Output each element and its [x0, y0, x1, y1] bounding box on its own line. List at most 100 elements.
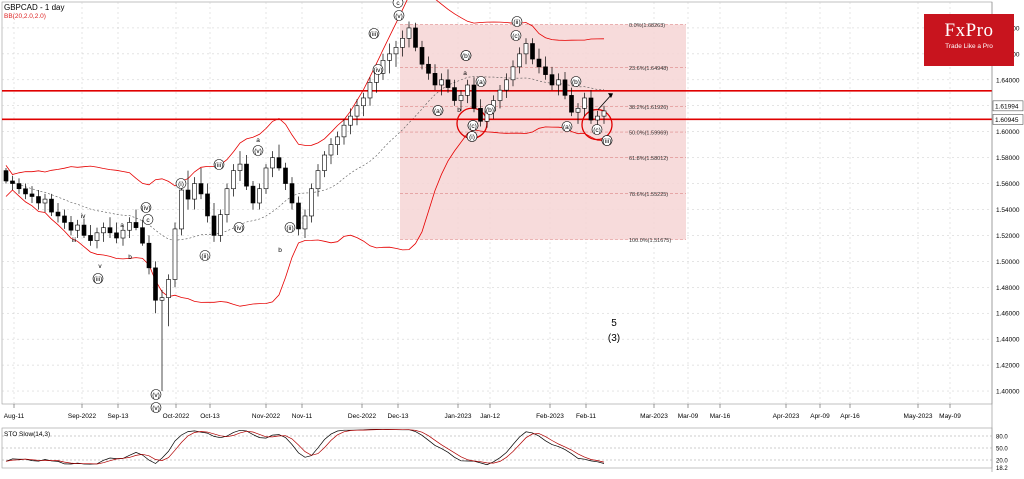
candle-body [16, 183, 22, 190]
wave-label: (a) [563, 124, 571, 131]
wave-label: (i) [469, 134, 475, 141]
candle-body [309, 188, 314, 217]
time-tick-label: Sep-2022 [68, 413, 97, 420]
candle-body [302, 215, 308, 230]
wave-label: (iii) [603, 138, 612, 145]
candle-body [68, 222, 74, 231]
time-tick-label: Apr-16 [840, 413, 860, 420]
wave-label: c [146, 217, 150, 224]
price-marker-label: 1.60945 [995, 117, 1019, 124]
grid [1, 1, 993, 405]
candle-body [465, 84, 470, 96]
wave-label: (a) [434, 108, 442, 115]
candle-body [94, 232, 100, 241]
candle-body [530, 43, 535, 60]
candle-body [478, 108, 483, 122]
stochastic-k-line [5, 429, 605, 466]
candle-body [536, 58, 542, 68]
candle-body [49, 198, 54, 213]
price-tick-label: 1.64000 [996, 77, 1020, 84]
candle-body [510, 66, 516, 81]
candle-body [289, 183, 295, 204]
candle-body [42, 198, 48, 204]
candle-body [419, 47, 425, 65]
candle-body [120, 229, 126, 239]
candle-body [315, 170, 321, 190]
candle-body [367, 82, 373, 99]
candle-body [328, 144, 334, 156]
wave-label: (iv) [373, 67, 382, 74]
price-axis: 1.680001.660001.640001.620001.600001.580… [991, 2, 1024, 472]
candle-body [445, 79, 451, 88]
candle-body [543, 66, 548, 75]
candle-body [23, 188, 28, 195]
wave-label-circle [591, 124, 603, 135]
wave-label: (iv) [141, 205, 150, 212]
candle-body [426, 63, 431, 74]
price-marker-box [992, 100, 1024, 112]
wave-label: b [128, 254, 132, 261]
target-circle [581, 108, 613, 141]
wave-label: (iii) [94, 276, 103, 283]
time-tick-label: Dec-2022 [348, 413, 377, 420]
candle-body [231, 170, 236, 190]
candle-body [101, 227, 106, 234]
candle-body [283, 167, 288, 184]
wave-label: a [120, 222, 124, 229]
fib-level-label: 61.8%(1.58012) [629, 156, 668, 162]
wave-label-circle [150, 402, 162, 413]
candle-body [244, 163, 249, 187]
wave-label: (iv) [234, 225, 243, 232]
wave-label: (iii) [215, 162, 224, 169]
wave-label: v [98, 263, 102, 270]
candle-body [471, 84, 477, 109]
wave-label: (b) [486, 107, 494, 114]
candle-body [237, 163, 243, 171]
wave-label-circle [284, 222, 296, 233]
candle-body [595, 115, 600, 121]
candle-body [458, 95, 464, 101]
time-tick-label: Oct-13 [200, 413, 220, 420]
candle-body [159, 297, 165, 301]
price-tick-label: 1.48000 [996, 285, 1020, 292]
price-tick-label: 1.58000 [996, 155, 1020, 162]
wave-labels: c(v)(iii)(iv)(b)a(a)b(b)(c)(i)(ii)(c)(ii… [72, 0, 620, 413]
candle-body [517, 53, 522, 68]
wave-label-circle [475, 76, 487, 87]
wave-label: (c) [512, 33, 520, 40]
wave-label: (ii) [201, 253, 208, 260]
indicator-label: BB(20,2.0,2.0) [4, 13, 46, 20]
time-tick-label: Feb-2023 [536, 413, 564, 420]
wave-label-circle [150, 389, 162, 400]
candle-body [523, 43, 529, 55]
candles [3, 21, 607, 392]
wave-label: iii [72, 237, 76, 244]
time-tick-label: Jan-2023 [444, 413, 471, 420]
candle-body [497, 89, 503, 101]
candle-body [549, 74, 555, 86]
candle-body [276, 157, 282, 169]
wave-label: (v) [254, 148, 262, 155]
candle-body [406, 27, 412, 39]
candle-body [250, 185, 256, 204]
time-tick-label: Sep-13 [108, 413, 129, 420]
candle-body [562, 79, 568, 96]
bollinger-upper [5, 0, 605, 187]
time-tick-label: Apr-09 [810, 413, 830, 420]
candle-body [127, 222, 132, 231]
candle-body [107, 227, 113, 234]
candle-body [75, 224, 80, 231]
time-tick-label: Mar-16 [710, 413, 731, 420]
candle-body [153, 267, 158, 301]
wave-label: b [278, 247, 282, 254]
candle-body [263, 167, 269, 190]
candle-body [601, 110, 607, 117]
fib-level-label: 100.0%(1.51675) [629, 238, 671, 244]
fib-level-label: 38.2%(1.61926) [629, 105, 668, 111]
wave-label-circle [233, 222, 245, 233]
price-tick-label: 1.40000 [996, 389, 1020, 396]
candle-body [211, 215, 217, 236]
candle-body [504, 79, 509, 91]
